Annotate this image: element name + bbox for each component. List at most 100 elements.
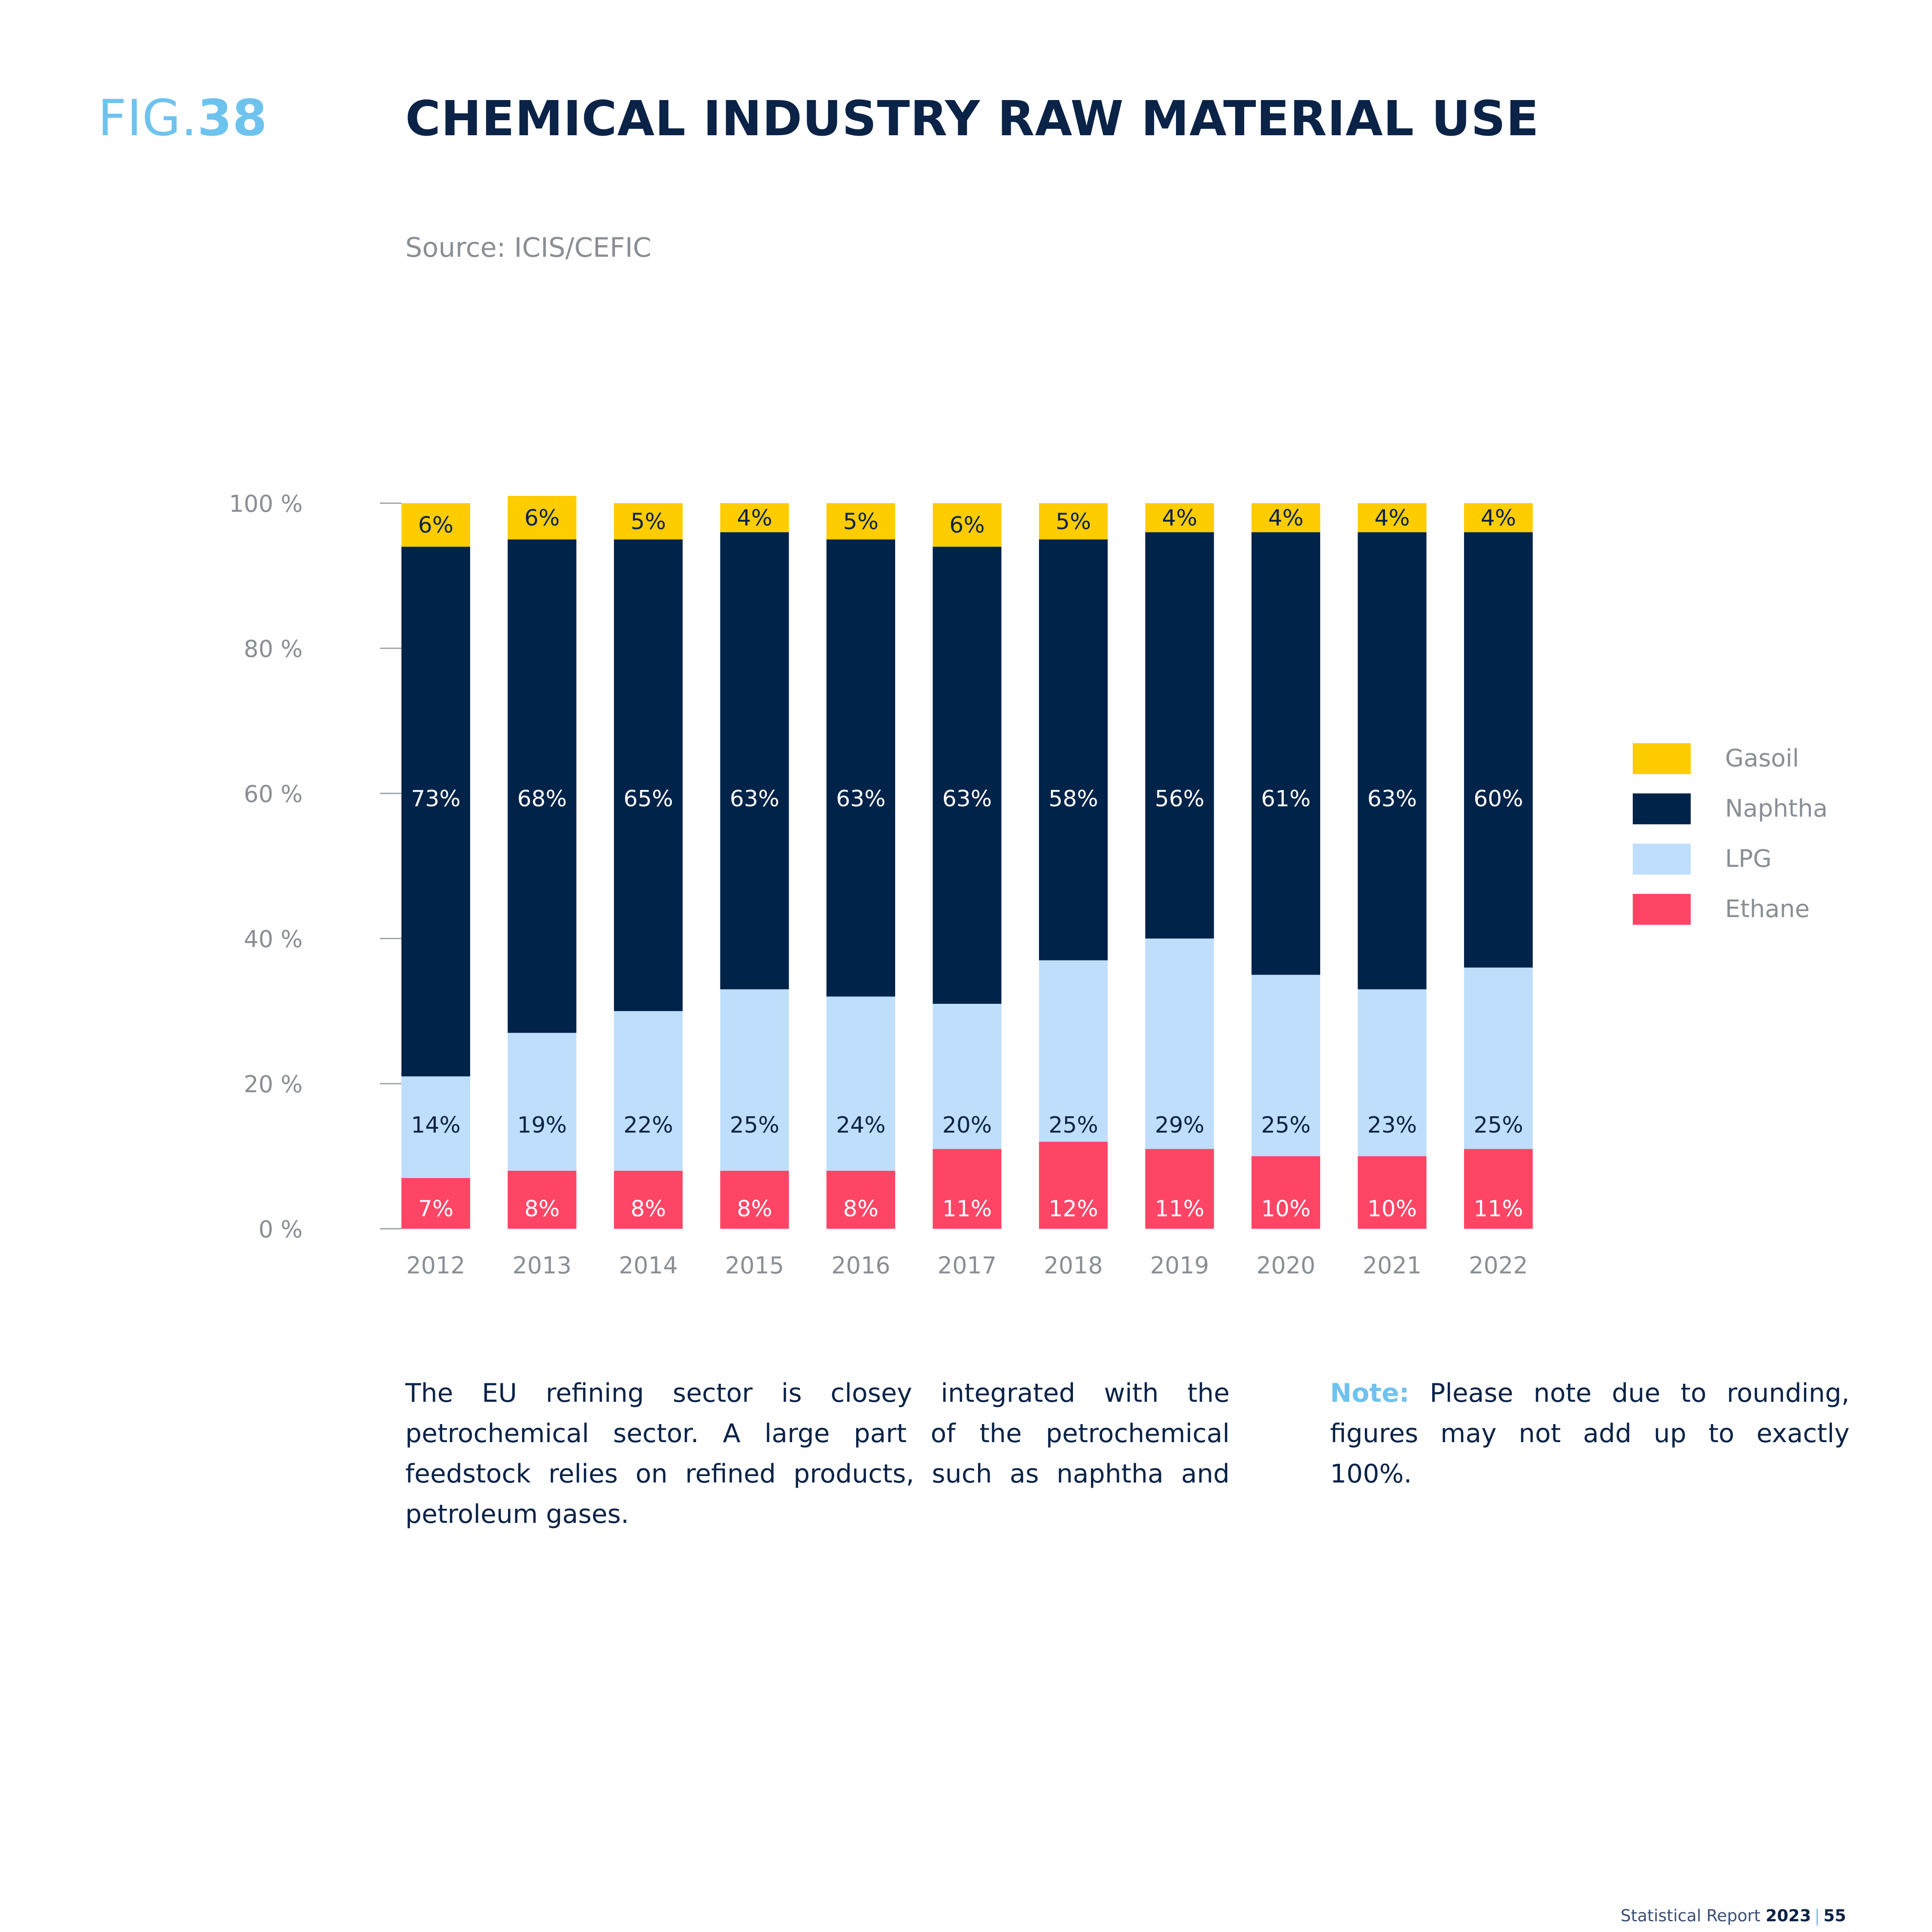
data-label-ethane-2016: 8% [843,1196,879,1222]
bar-naphtha-2017 [933,547,1002,1004]
data-label-ethane-2018: 12% [1048,1196,1098,1222]
bar-lpg-2019 [1145,939,1214,1149]
bar-gasoil-2012 [401,503,470,547]
x-tick-label: 2016 [831,1252,890,1279]
data-label-ethane-2014: 8% [631,1196,666,1222]
figure-prefix: FIG. [98,89,197,147]
data-label-ethane-2022: 11% [1473,1196,1523,1222]
data-label-naphtha-2016: 63% [836,786,886,812]
bar-gasoil-2022 [1464,503,1533,532]
bar-naphtha-2013 [507,539,577,1033]
bar-lpg-2018 [1039,960,1108,1142]
bar-ethane-2022 [1464,1149,1533,1229]
footer-separator: | [1814,1906,1820,1925]
data-label-lpg-2022: 25% [1473,1112,1523,1138]
footer-report: Statistical Report [1620,1906,1761,1925]
data-label-ethane-2020: 10% [1261,1196,1311,1222]
footer-year: 2023 [1765,1906,1811,1925]
bar-gasoil-2016 [826,503,895,540]
x-tick-label: 2017 [938,1252,996,1279]
chart-title: CHEMICAL INDUSTRY RAW MATERIAL USE [405,91,1540,147]
y-tick-label: 40 % [244,926,303,953]
bar-lpg-2015 [720,989,789,1171]
data-label-naphtha-2022: 60% [1473,786,1523,812]
data-label-ethane-2021: 10% [1367,1196,1417,1222]
data-label-gasoil-2015: 4% [737,505,772,531]
data-label-naphtha-2021: 63% [1367,786,1417,812]
legend-label-lpg: LPG [1725,845,1771,873]
data-label-naphtha-2018: 58% [1048,786,1098,812]
bar-naphtha-2012 [401,547,470,1077]
bar-naphtha-2022 [1464,532,1533,968]
bar-ethane-2014 [614,1170,683,1229]
note-paragraph: Note: Please note due to rounding, figur… [1330,1373,1850,1494]
data-label-lpg-2015: 25% [730,1112,780,1138]
data-label-gasoil-2013: 6% [524,505,560,531]
bar-gasoil-2014 [614,503,683,540]
legend-label-naphtha: Naphtha [1725,795,1828,823]
bar-ethane-2019 [1145,1149,1214,1229]
bar-lpg-2013 [507,1033,577,1171]
y-tick-label: 100 % [229,490,303,517]
data-label-gasoil-2020: 4% [1268,505,1304,531]
data-label-naphtha-2017: 63% [942,786,992,812]
bar-ethane-2020 [1252,1156,1320,1229]
data-label-ethane-2012: 7% [418,1196,454,1222]
data-label-ethane-2017: 11% [942,1196,992,1222]
data-label-gasoil-2019: 4% [1162,505,1197,531]
bar-ethane-2018 [1039,1142,1108,1229]
y-tick-label: 60 % [244,781,303,808]
x-tick-label: 2020 [1256,1252,1315,1279]
bar-naphtha-2019 [1145,532,1214,939]
data-label-ethane-2019: 11% [1155,1196,1205,1222]
bar-naphtha-2015 [720,532,789,990]
bar-ethane-2017 [933,1149,1002,1229]
bar-naphtha-2014 [614,539,683,1011]
bar-ethane-2021 [1358,1156,1427,1229]
bar-ethane-2013 [507,1170,577,1229]
bar-naphtha-2016 [826,539,895,997]
bar-gasoil-2015 [720,503,789,532]
data-label-naphtha-2012: 73% [411,786,461,812]
legend-swatch-ethane [1633,894,1691,925]
data-label-lpg-2017: 20% [942,1112,992,1138]
page-footer: Statistical Report 2023 | 55 [1621,1906,1846,1925]
x-tick-label: 2019 [1150,1252,1209,1279]
bar-naphtha-2018 [1039,539,1108,960]
bar-lpg-2012 [401,1076,470,1178]
stacked-bar-chart: 0 % 20 % 40 % 60 % 80 % 100 % 7% 14% 73% 6% 2012 8%… [229,490,1828,1279]
y-tick-label: 80 % [244,635,303,662]
bar-lpg-2016 [826,996,895,1171]
figure-label: FIG.38 [98,89,267,147]
data-label-lpg-2018: 25% [1048,1112,1098,1138]
bar-naphtha-2021 [1358,532,1427,990]
bar-ethane-2016 [826,1170,895,1229]
data-label-gasoil-2018: 5% [1056,509,1091,535]
legend-swatch-lpg [1633,844,1691,875]
data-label-ethane-2015: 8% [737,1196,772,1222]
bar-gasoil-2021 [1358,503,1427,532]
bar-gasoil-2018 [1039,503,1108,540]
bar-ethane-2012 [401,1178,470,1229]
note-label: Note: [1330,1378,1410,1408]
data-label-lpg-2014: 22% [623,1112,673,1138]
bar-naphtha-2020 [1252,532,1320,975]
legend-label-ethane: Ethane [1725,895,1810,923]
bar-gasoil-2013 [507,496,577,540]
legend-swatch-naphtha [1633,793,1691,824]
bar-ethane-2015 [720,1170,789,1229]
x-tick-label: 2022 [1469,1252,1528,1279]
x-tick-label: 2015 [725,1252,784,1279]
y-tick-label: 0 % [258,1216,303,1243]
x-tick-label: 2013 [513,1252,571,1279]
legend-label-gasoil: Gasoil [1725,744,1799,772]
note-body: Please note due to rounding, figures may… [1330,1378,1850,1489]
bar-gasoil-2019 [1145,503,1214,532]
data-label-naphtha-2014: 65% [623,786,673,812]
data-label-lpg-2012: 14% [411,1112,461,1138]
bar-gasoil-2020 [1252,503,1320,532]
bar-lpg-2014 [614,1011,683,1171]
data-label-gasoil-2016: 5% [843,509,879,535]
source-note: Source: ICIS/CEFIC [405,232,652,263]
bar-lpg-2021 [1358,989,1427,1156]
